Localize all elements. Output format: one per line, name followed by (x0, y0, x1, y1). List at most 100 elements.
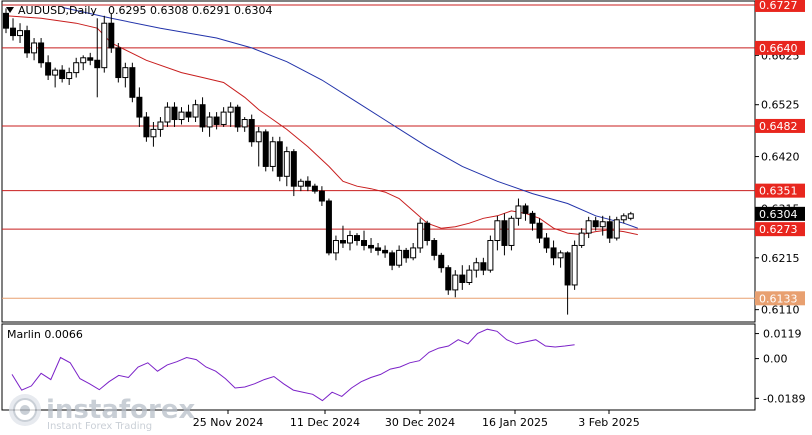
candle-body (325, 200, 332, 254)
candle-body (424, 222, 431, 242)
main-price-panel: AUDUSD,Daily 0.6295 0.6308 0.6291 0.6304 (1, 0, 756, 323)
candle-body (255, 131, 262, 143)
candle-body (185, 111, 192, 118)
candle-body (452, 274, 459, 291)
candle-body (403, 249, 410, 259)
candle-body (129, 67, 136, 98)
logo-tagline: Instant Forex Trading (47, 421, 152, 432)
candle-body (73, 62, 80, 74)
candle-body (227, 106, 234, 113)
indicator-tick-label: 0.00 (763, 353, 788, 366)
indicator-tick-label: 0.0119 (763, 328, 802, 341)
candle-body (80, 57, 87, 64)
support-label-box (755, 291, 805, 306)
indicator-label: Marlin 0.0066 (7, 328, 83, 341)
candle-body (571, 244, 578, 286)
candle-body (564, 252, 571, 286)
candle-body (10, 27, 17, 37)
candle-body (613, 219, 620, 239)
candle-body (466, 269, 473, 283)
price-tick-label: 0.6110 (761, 304, 800, 317)
candle-body (269, 141, 276, 167)
candle-body (164, 106, 171, 123)
marlin-line (11, 328, 575, 402)
oscillator-line (11, 328, 575, 402)
candle-body (332, 240, 339, 254)
support-label: 0.6133 (759, 292, 798, 305)
candle-body (311, 185, 318, 192)
candle-body (52, 69, 59, 76)
candle-body (389, 252, 396, 266)
symbol-label: AUDUSD,Daily (18, 4, 97, 17)
candle-body (382, 249, 389, 254)
candle-body (361, 240, 368, 246)
candle-body (150, 128, 157, 138)
candle-body (297, 180, 304, 187)
last-price-label: 0.6304 (759, 208, 798, 221)
candle-body (108, 22, 115, 49)
candles (3, 8, 634, 315)
time-tick-label: 30 Dec 2024 (385, 416, 455, 429)
candle-body (487, 240, 494, 271)
level-label: 0.6727 (759, 0, 798, 12)
level-label-box (755, 118, 805, 133)
candle-body (396, 249, 403, 266)
candle-body (66, 72, 73, 80)
ma-fast-line (5, 15, 638, 236)
price-tick-label: 0.6215 (761, 252, 800, 265)
instaforex-gear-icon (9, 394, 41, 426)
level-label-box (755, 0, 805, 12)
candle-body (38, 42, 45, 64)
candle-body (276, 141, 283, 177)
logo-brand: instaforex (46, 395, 196, 425)
candle-body (199, 104, 206, 128)
candle-body (606, 221, 613, 239)
candle-body (101, 22, 108, 69)
collapse-triangle-icon[interactable] (6, 7, 14, 13)
candle-body (417, 222, 424, 249)
candle-body (136, 96, 143, 118)
candle-body (3, 12, 9, 29)
candle-body (318, 190, 325, 202)
candle-body (557, 252, 564, 259)
candle-body (543, 237, 550, 249)
candle-body (354, 235, 360, 242)
candle-body (45, 62, 52, 76)
candle-body (592, 220, 599, 228)
candle-body (115, 47, 122, 79)
indicator-tick-label: -0.0189 (763, 392, 805, 405)
indicator-axis: 0.0119 0.00 -0.0189 (755, 328, 805, 405)
time-tick-label: 25 Nov 2024 (193, 416, 263, 429)
level-label: 0.6351 (759, 185, 798, 198)
price-tick-label: 0.6420 (761, 151, 800, 164)
candle-body (262, 131, 269, 167)
candle-body (157, 121, 164, 130)
candle-body (585, 220, 592, 234)
instaforex-logo: instaforex Instant Forex Trading (9, 394, 196, 432)
time-axis: 25 Nov 2024 11 Dec 2024 30 Dec 2024 16 Jan … (193, 410, 640, 429)
candle-body (536, 222, 543, 239)
level-label: 0.6482 (759, 120, 798, 133)
level-label-box (755, 183, 805, 198)
level-label: 0.6273 (759, 223, 798, 236)
level-label-box (755, 40, 805, 55)
candle-body (473, 262, 480, 271)
ohlc-label: 0.6295 0.6308 0.6291 0.6304 (108, 4, 272, 17)
candle-body (171, 106, 178, 121)
price-tick-label: 0.6525 (761, 99, 800, 112)
candle-body (522, 205, 529, 214)
candle-body (213, 116, 220, 125)
candle-body (445, 267, 452, 291)
price-axis: 0.66250.65250.64200.63150.62150.61100.67… (755, 0, 805, 317)
last-price-box (755, 206, 805, 221)
candle-body (248, 119, 255, 143)
candle-body (459, 274, 466, 283)
candle-body (599, 221, 606, 228)
candle-body (234, 106, 241, 128)
candle-body (220, 111, 227, 125)
candle-body (438, 254, 445, 269)
candle-body (480, 262, 487, 271)
candle-body (501, 220, 508, 246)
candle-body (410, 247, 417, 259)
